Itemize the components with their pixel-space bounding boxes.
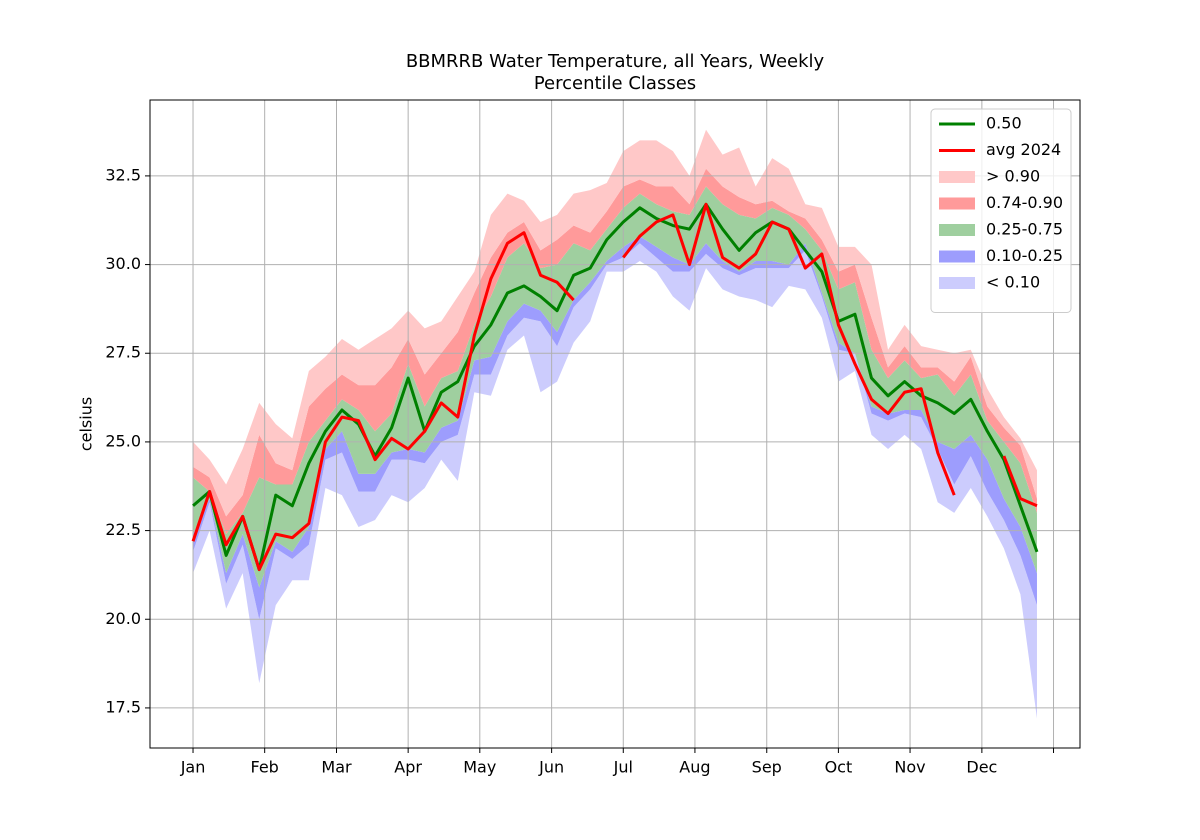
legend-label: 0.50	[986, 114, 1022, 133]
series-line	[192, 202, 1039, 572]
y-tick-label: 32.5	[105, 165, 141, 184]
legend-swatch	[939, 197, 975, 210]
series-line	[191, 202, 1038, 572]
legend-label: 0.74-0.90	[986, 193, 1063, 212]
legend-swatch	[939, 171, 975, 183]
legend-label: 0.25-0.75	[986, 220, 1063, 239]
x-tick-label: Jul	[613, 758, 633, 777]
x-tick-label: Dec	[966, 758, 997, 777]
x-tick-label: Nov	[894, 758, 925, 777]
plot-frame	[149, 99, 1081, 749]
chart-title: BBMRRB Water Temperature, all Years, Wee…	[406, 51, 825, 72]
legend-label: avg 2024	[986, 140, 1061, 159]
chart-title: Percentile Classes	[534, 73, 696, 94]
x-tick-label: May	[463, 758, 496, 777]
percentile-band	[193, 129, 1037, 517]
x-tick-label: Feb	[251, 758, 279, 777]
legend-swatch	[939, 277, 975, 289]
y-tick-label: 17.5	[105, 697, 141, 716]
y-tick-label: 30.0	[105, 254, 141, 273]
legend-label: > 0.90	[986, 167, 1040, 186]
legend-label: 0.10-0.25	[986, 246, 1063, 265]
y-tick-label: 27.5	[105, 343, 141, 362]
legend-swatch	[939, 250, 975, 263]
x-tick-label: Aug	[679, 758, 710, 777]
x-tick-label: Jan	[180, 758, 206, 777]
legend: 0.50 avg 2024 > 0.90 0.74-0.90 0.25-0.75 0.10…	[930, 108, 1072, 313]
x-tick-label: Oct	[825, 758, 853, 777]
legend-label: < 0.10	[986, 273, 1040, 292]
x-tick-label: Jun	[538, 758, 564, 777]
y-tick-label: 20.0	[105, 609, 141, 628]
y-axis-label: celsius	[77, 397, 96, 451]
x-tick-label: Sep	[752, 758, 782, 777]
x-tick-label: Apr	[394, 758, 422, 777]
legend-swatch	[939, 224, 975, 236]
percentile-band	[193, 168, 1037, 535]
x-tick-label: Mar	[321, 758, 352, 777]
y-tick-label: 25.0	[105, 431, 141, 450]
y-tick-label: 22.5	[105, 520, 141, 539]
